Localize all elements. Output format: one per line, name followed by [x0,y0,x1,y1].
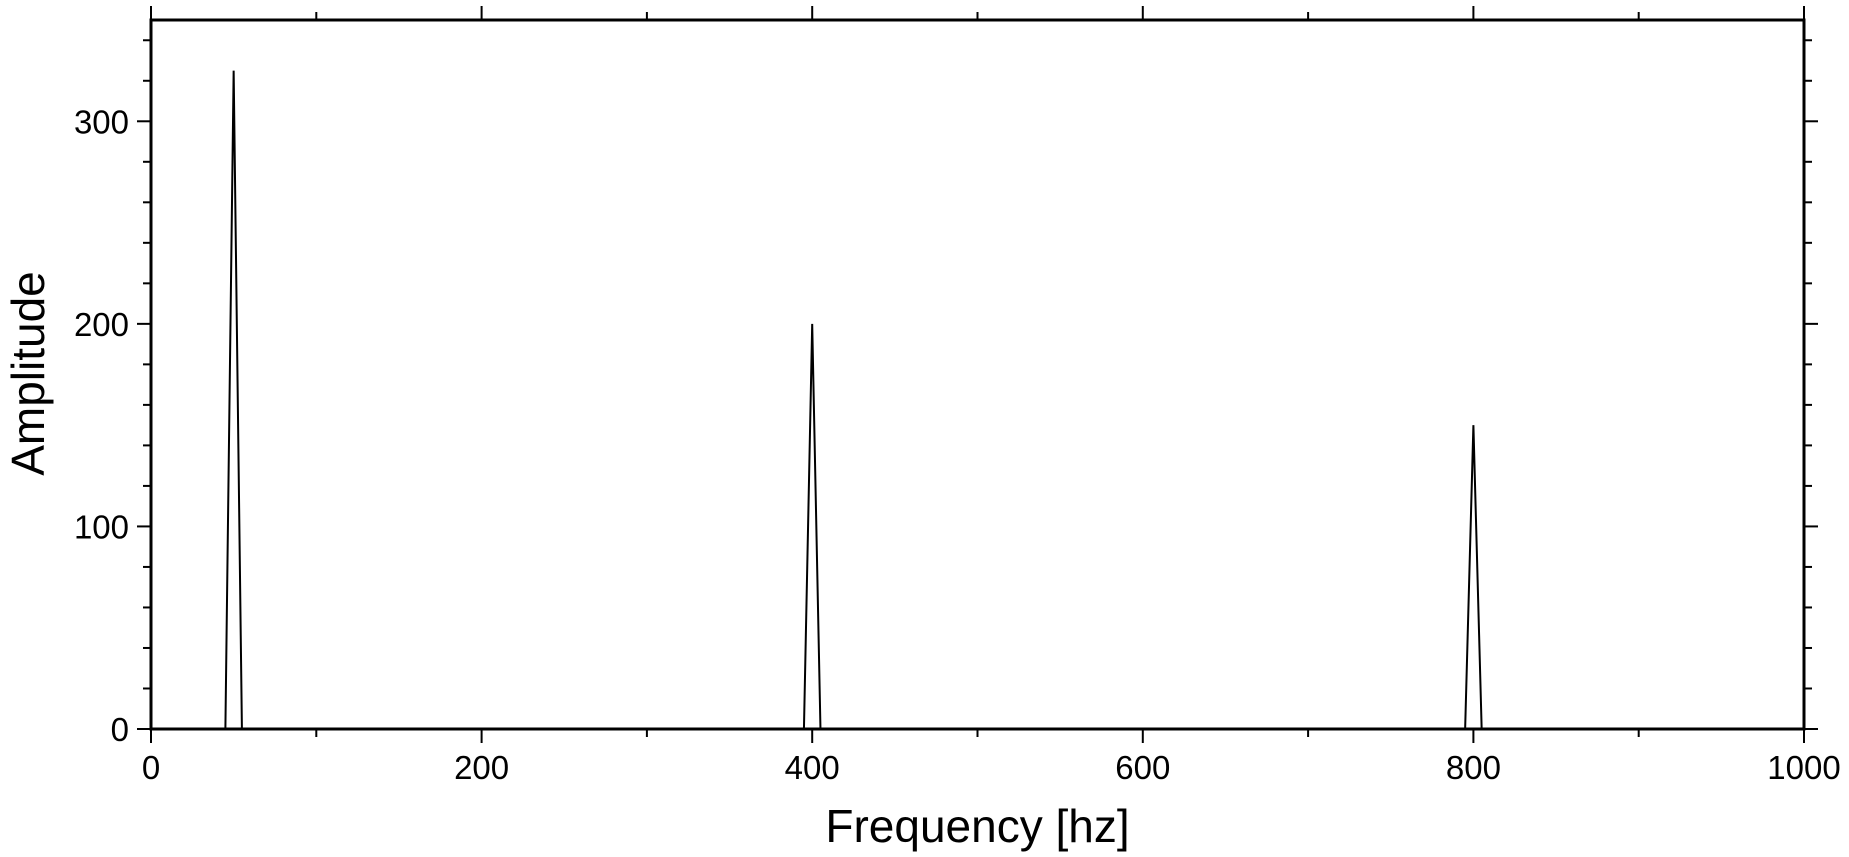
x-tick-label: 400 [785,749,840,786]
y-axis-label: Amplitude [2,271,54,476]
y-tick-label: 100 [74,508,129,545]
x-tick-label: 1000 [1767,749,1840,786]
x-tick-label: 800 [1446,749,1501,786]
x-tick-label: 0 [142,749,160,786]
y-tick-label: 0 [111,711,129,748]
x-axis-label: Frequency [hz] [825,800,1129,852]
axis-ticks [137,6,1818,743]
series-line [151,70,1804,730]
y-tick-label: 200 [74,306,129,343]
y-tick-labels: 0 100 200 300 [74,103,129,748]
x-tick-label: 200 [454,749,509,786]
plot-frame [149,18,1806,731]
x-tick-label: 600 [1115,749,1170,786]
x-tick-labels: 0 200 400 600 800 1000 [142,749,1841,786]
y-tick-label: 300 [74,103,129,140]
